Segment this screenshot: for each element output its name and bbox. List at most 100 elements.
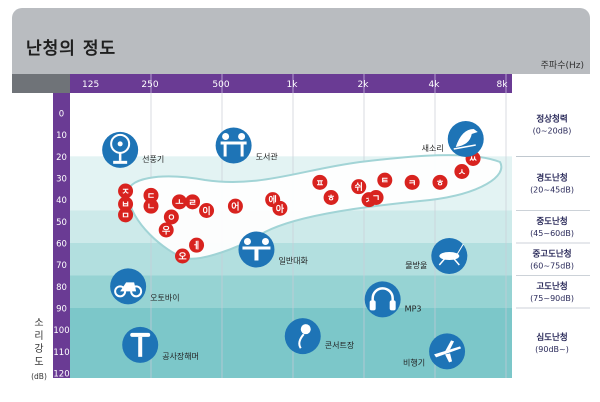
y-tick-label: 10 bbox=[56, 131, 67, 141]
phoneme-5: ㅗ bbox=[171, 194, 187, 210]
sound-label: 새소리 bbox=[422, 144, 444, 153]
x-tick-label: 500 bbox=[212, 80, 229, 90]
fan-base bbox=[113, 160, 128, 164]
phoneme-dot bbox=[323, 190, 339, 205]
airplane-icon bbox=[429, 333, 466, 370]
phoneme-label: ㄹ bbox=[188, 198, 196, 208]
y-tick-label: 80 bbox=[56, 283, 67, 293]
phoneme-label: 우 bbox=[162, 226, 170, 237]
frame bbox=[120, 282, 137, 292]
table-leg bbox=[223, 144, 227, 157]
library-icon bbox=[215, 127, 252, 164]
phoneme-22: ㅎ bbox=[432, 174, 448, 190]
phoneme-label: ㄷ bbox=[147, 192, 155, 202]
phoneme-label: ㅎ bbox=[436, 179, 444, 189]
fuselage bbox=[434, 346, 462, 358]
x-tick-label: 8k bbox=[497, 80, 509, 90]
x-tick-label: 4k bbox=[429, 80, 441, 90]
phoneme-20: ㅌ bbox=[377, 172, 393, 188]
band-name-4: 고도난청 bbox=[536, 281, 567, 292]
bird-body bbox=[455, 129, 478, 147]
x-tick-label: 250 bbox=[141, 80, 158, 90]
mic-head bbox=[300, 324, 311, 335]
table-leg bbox=[240, 144, 244, 157]
phoneme-0: ㅈ bbox=[118, 183, 134, 199]
phoneme-7: ㅇ bbox=[163, 209, 179, 225]
x-tick-label: 1k bbox=[287, 80, 299, 90]
y-tick-label: 60 bbox=[56, 240, 67, 250]
table-leg bbox=[254, 249, 259, 261]
phoneme-label: ㅆ bbox=[469, 155, 477, 165]
jackhammer-icon bbox=[122, 326, 159, 363]
y-tick-label: 70 bbox=[56, 261, 67, 271]
phoneme-label: ㅌ bbox=[381, 177, 389, 187]
y-axis-unit: (dB) bbox=[31, 372, 47, 381]
y-tick-label: 90 bbox=[56, 305, 67, 315]
phoneme-dot bbox=[163, 209, 179, 225]
band-range-5: (90dB~) bbox=[535, 345, 569, 354]
sound-label: 비행기 bbox=[403, 357, 425, 367]
band-range-1: (20~45dB) bbox=[530, 185, 574, 194]
phoneme-dot bbox=[227, 198, 243, 214]
phoneme-label: ㄱ bbox=[372, 194, 380, 204]
phoneme-label: ㅇ bbox=[167, 214, 175, 224]
phoneme-dot bbox=[272, 200, 288, 216]
table-top bbox=[242, 246, 271, 250]
wing bbox=[445, 353, 453, 363]
phoneme-16: ㅎ bbox=[323, 190, 339, 205]
sound-icon-bg bbox=[215, 127, 252, 164]
title-bar: 난청의 정도 주파수(Hz) bbox=[12, 8, 590, 74]
band-range-2: (45~60dB) bbox=[530, 229, 574, 238]
phoneme-label: 쉬 bbox=[355, 181, 363, 193]
bird-icon bbox=[447, 121, 484, 157]
band-range-3: (60~75dB) bbox=[530, 261, 574, 270]
band-name-0: 정상청력 bbox=[536, 114, 567, 125]
phoneme-dot bbox=[404, 174, 420, 190]
phoneme-dot bbox=[185, 194, 201, 210]
phoneme-dot bbox=[118, 196, 134, 212]
wing bbox=[445, 340, 455, 352]
phoneme-14: 아 bbox=[272, 200, 288, 216]
phoneme-dot bbox=[189, 237, 205, 253]
sound-label: MP3 bbox=[405, 304, 422, 313]
phoneme-label: ㅊ bbox=[365, 196, 373, 206]
y-tick-label: 20 bbox=[56, 153, 67, 163]
y-axis-label-char: 도 bbox=[34, 357, 43, 368]
phoneme-label: ㅍ bbox=[316, 179, 324, 189]
phoneme-label: ㅗ bbox=[175, 198, 183, 208]
sound-label: 공사장해머 bbox=[162, 351, 199, 361]
phoneme-label: 아 bbox=[276, 203, 285, 215]
insect-leg bbox=[438, 257, 446, 266]
phoneme-8: 우 bbox=[158, 222, 174, 238]
phoneme-dot bbox=[143, 198, 159, 214]
phoneme-dot bbox=[351, 179, 367, 195]
phoneme-label: 이 bbox=[202, 205, 210, 217]
page-title: 난청의 정도 bbox=[26, 39, 117, 59]
sound-label: 콘서트장 bbox=[325, 340, 355, 350]
y-tick-label: 100 bbox=[53, 326, 69, 336]
x-axis-label: 주파수(Hz) bbox=[540, 61, 584, 71]
y-axis-label-char: 리 bbox=[34, 330, 43, 342]
sound-label: 선풍기 bbox=[142, 155, 164, 164]
concert-icon bbox=[284, 318, 321, 355]
earcup bbox=[369, 300, 376, 311]
phoneme-label: ㅔ bbox=[192, 241, 200, 252]
phoneme-dot bbox=[454, 164, 470, 179]
y-axis-bar bbox=[53, 93, 70, 378]
phoneme-label: ㄴ bbox=[147, 203, 155, 213]
phoneme-21: ㅋ bbox=[404, 174, 420, 190]
person-head bbox=[261, 238, 269, 245]
mic-cord bbox=[298, 333, 305, 349]
phoneme-11: 이 bbox=[199, 203, 215, 218]
phoneme-dot bbox=[377, 172, 393, 188]
x-tick-label: 2k bbox=[358, 80, 370, 90]
insect-leg bbox=[452, 257, 460, 266]
phoneme-dot bbox=[312, 174, 328, 190]
person-head bbox=[243, 238, 251, 245]
conversation-icon bbox=[238, 231, 275, 268]
phoneme-2: ㄷ bbox=[143, 187, 159, 203]
person-head bbox=[222, 133, 230, 140]
phoneme-3: ㄴ bbox=[143, 198, 159, 214]
y-tick-label: 30 bbox=[56, 175, 67, 185]
